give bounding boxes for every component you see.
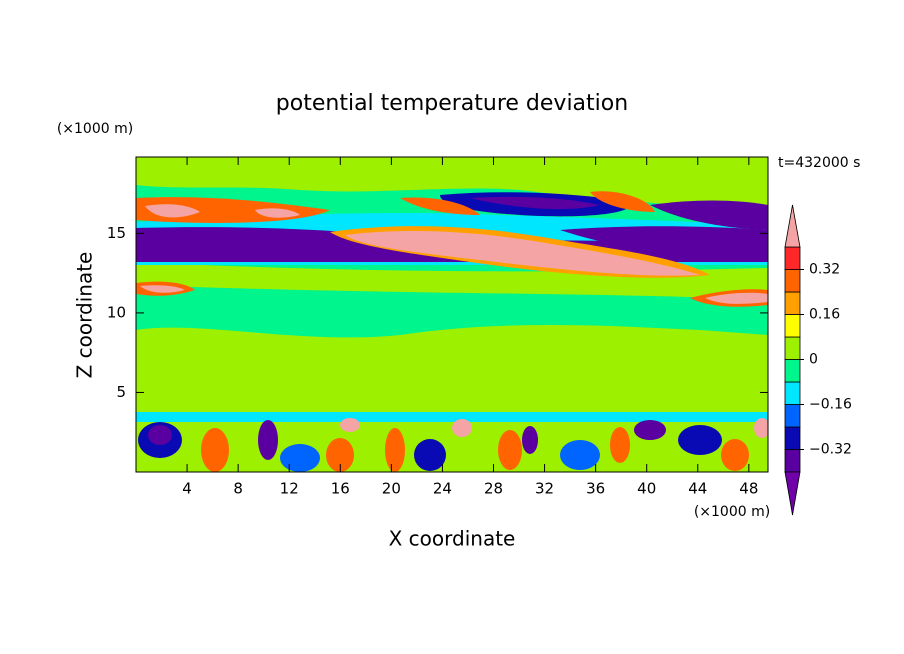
contour-region: [610, 427, 630, 463]
colorbar: −0.32 −0.16 0 0.16 0.32: [784, 204, 852, 516]
y-axis-label: Z coordinate: [73, 252, 97, 379]
chart-title: potential temperature deviation: [276, 91, 628, 116]
annotation: t=432000 s: [778, 155, 860, 171]
x-tick-label: 8: [233, 480, 243, 498]
y-unit: (×1000 m): [57, 121, 133, 137]
contour-region: [452, 419, 472, 437]
x-tick-label: 32: [535, 480, 554, 498]
colorbar-label: 0: [809, 352, 818, 368]
contour-region: [414, 439, 446, 471]
contour-region: [140, 285, 185, 293]
colorbar-box: [784, 359, 801, 383]
contour-region: [498, 430, 522, 470]
colorbar-under: [784, 471, 801, 516]
contour-region: [721, 439, 749, 471]
contour-region: [136, 422, 768, 472]
colorbar-box: [784, 246, 801, 270]
contour-region: [136, 412, 768, 425]
x-tick-label: 16: [331, 480, 350, 498]
contour-region: [678, 425, 722, 455]
contour-region: [705, 292, 768, 304]
plot-frame: [135, 156, 769, 473]
colorbar-box: [784, 314, 801, 338]
x-tick-label: 20: [382, 480, 401, 498]
contour-region: [345, 230, 700, 276]
colorbar-box: [784, 269, 801, 293]
x-tick-label: 28: [484, 480, 503, 498]
colorbar-box: [784, 426, 801, 450]
x-tick-label: 44: [688, 480, 707, 498]
contour-region: [400, 197, 480, 215]
contour-region: [326, 438, 354, 472]
y-tick-label: 15: [107, 224, 126, 242]
contour-region: [255, 208, 300, 218]
x-tick-label: 48: [739, 480, 758, 498]
colorbar-box: [784, 291, 801, 315]
x-tick-label: 40: [637, 480, 656, 498]
colorbar-box: [784, 381, 801, 405]
contour-region: [560, 440, 600, 470]
contour-region: [136, 157, 768, 215]
y-tick-label: 5: [116, 383, 126, 401]
colorbar-label: 0.16: [809, 307, 840, 323]
contour-region: [650, 200, 768, 230]
contour-region: [258, 420, 278, 460]
colorbar-over: [784, 204, 801, 248]
x-tick-label: 36: [586, 480, 605, 498]
contour-region: [340, 418, 360, 432]
contour-region: [522, 426, 538, 454]
contour-region: [634, 420, 666, 440]
contour-region: [280, 444, 320, 472]
x-tick-label: 4: [182, 480, 192, 498]
y-tick-label: 10: [107, 303, 126, 321]
contour-region: [560, 226, 768, 259]
contour-region: [590, 191, 655, 212]
x-axis-label: X coordinate: [389, 527, 516, 551]
contour-region: [201, 428, 229, 472]
contour-region: [470, 196, 600, 210]
x-tick-label: 12: [280, 480, 299, 498]
contour-region: [145, 204, 200, 218]
colorbar-box: [784, 336, 801, 360]
x-unit: (×1000 m): [694, 504, 770, 520]
colorbar-label: −0.32: [809, 442, 852, 458]
contour-region: [754, 418, 768, 438]
contour-region: [136, 325, 768, 415]
colorbar-label: −0.16: [809, 397, 852, 413]
colorbar-label: 0.32: [809, 262, 840, 278]
contour-field: [136, 157, 768, 472]
colorbar-box: [784, 449, 801, 473]
contour-region: [385, 428, 405, 472]
colorbar-box: [784, 404, 801, 428]
contour-region: [148, 425, 172, 445]
x-tick-label: 24: [433, 480, 452, 498]
